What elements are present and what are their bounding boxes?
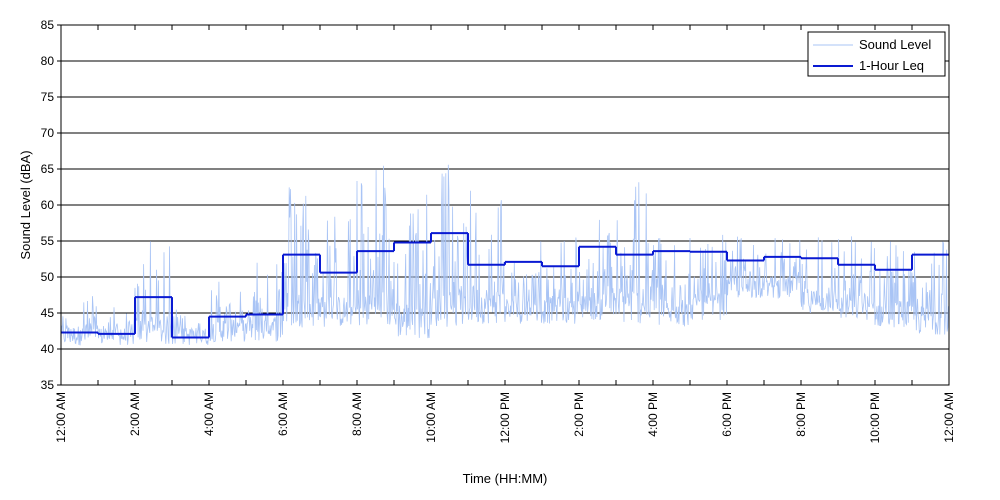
y-axis-title: Sound Level (dBA) — [18, 150, 33, 259]
x-tick-label: 4:00 PM — [646, 392, 660, 437]
y-tick-label: 70 — [41, 126, 55, 140]
x-tick-label: 8:00 AM — [350, 392, 364, 436]
x-axis-title: Time (HH:MM) — [463, 471, 548, 486]
x-tick-label: 4:00 AM — [202, 392, 216, 436]
x-tick-label: 2:00 PM — [572, 392, 586, 437]
x-tick-label: 10:00 AM — [424, 392, 438, 443]
y-tick-label: 60 — [41, 198, 55, 212]
y-tick-label: 40 — [41, 342, 55, 356]
legend-label-leq: 1-Hour Leq — [859, 58, 924, 73]
x-tick-label: 12:00 AM — [942, 392, 956, 443]
x-tick-label: 12:00 PM — [498, 392, 512, 443]
x-tick-label: 6:00 AM — [276, 392, 290, 436]
x-axis-ticks: 12:00 AM 2:00 AM 4:00 AM 6:00 AM 8:00 AM 10:0… — [54, 25, 956, 443]
y-tick-label: 35 — [41, 378, 55, 392]
y-tick-label: 85 — [41, 18, 55, 32]
y-tick-label: 75 — [41, 90, 55, 104]
y-tick-label: 80 — [41, 54, 55, 68]
y-axis-ticks: 35 40 45 50 55 60 65 70 75 80 85 — [41, 18, 61, 392]
y-tick-label: 45 — [41, 306, 55, 320]
legend-label-sound-level: Sound Level — [859, 37, 931, 52]
y-tick-label: 55 — [41, 234, 55, 248]
x-tick-label: 12:00 AM — [54, 392, 68, 443]
x-tick-label: 6:00 PM — [720, 392, 734, 437]
x-tick-label: 8:00 PM — [794, 392, 808, 437]
x-tick-label: 2:00 AM — [128, 392, 142, 436]
y-tick-label: 50 — [41, 270, 55, 284]
y-tick-label: 65 — [41, 162, 55, 176]
leq-series — [61, 232, 949, 339]
x-tick-label: 10:00 PM — [868, 392, 882, 443]
legend-box — [807, 31, 946, 77]
legend: Sound Level 1-Hour Leq — [807, 31, 946, 77]
